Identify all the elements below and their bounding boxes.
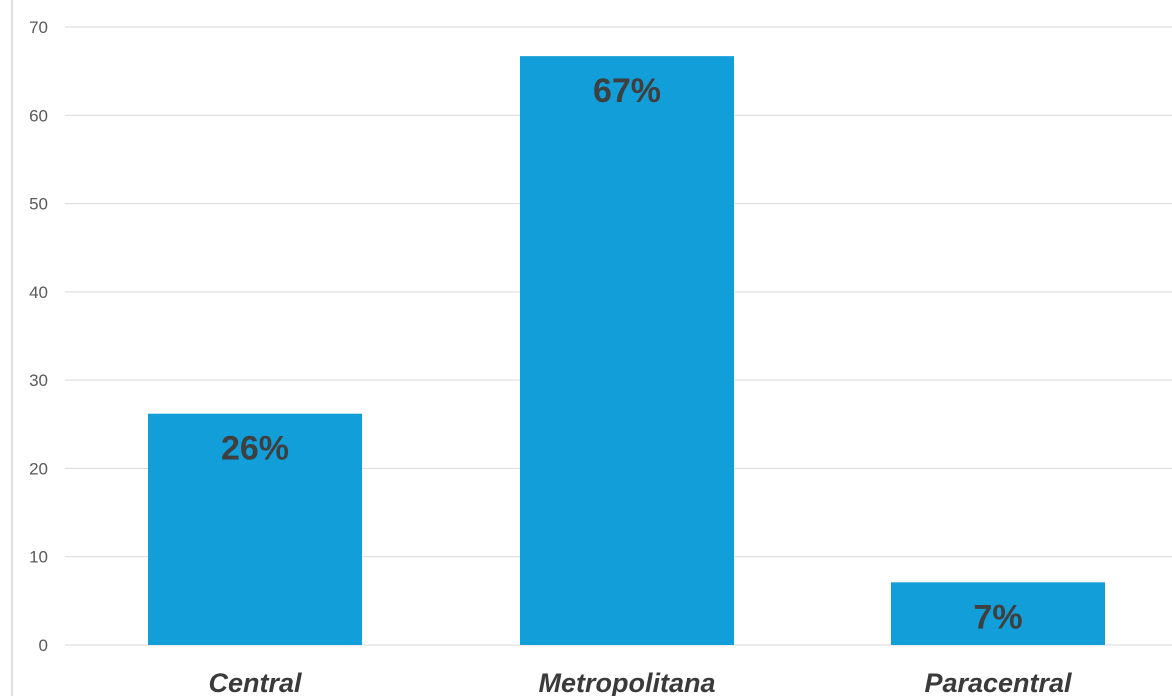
y-tick-label: 70 <box>29 18 48 37</box>
y-tick-label: 40 <box>29 283 48 302</box>
y-tick-label: 50 <box>29 195 48 214</box>
x-axis-category-labels: Central Metropolitana Paracentral <box>208 668 1072 696</box>
bar <box>148 413 362 645</box>
category-label: Central <box>208 668 302 696</box>
bar <box>520 56 734 646</box>
y-axis-tick-labels: 0 10 20 30 40 50 60 70 <box>29 18 48 655</box>
bars <box>148 56 1105 646</box>
category-label: Paracentral <box>924 668 1072 696</box>
data-label: 67% <box>593 72 661 110</box>
data-label: 26% <box>221 430 289 468</box>
bar <box>891 582 1105 645</box>
y-tick-label: 0 <box>39 636 48 655</box>
data-label: 7% <box>973 598 1022 636</box>
y-tick-label: 10 <box>29 548 48 567</box>
category-label: Metropolitana <box>538 668 715 696</box>
y-tick-label: 60 <box>29 106 48 125</box>
data-labels: 26% 67% 7% <box>221 72 1023 636</box>
y-tick-label: 30 <box>29 371 48 390</box>
y-tick-label: 20 <box>29 459 48 478</box>
